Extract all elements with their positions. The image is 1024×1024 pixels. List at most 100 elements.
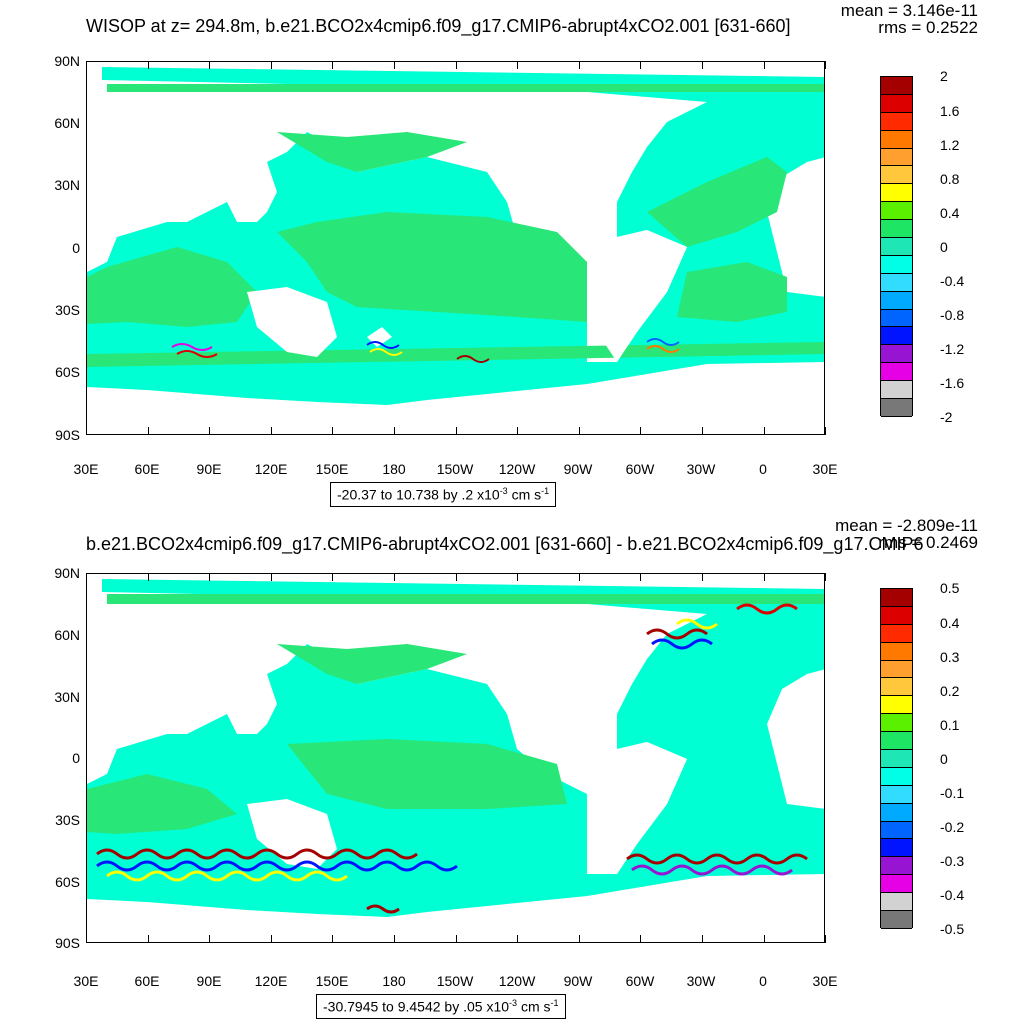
colorbar-label: 1.6 xyxy=(940,103,960,119)
axis-tick xyxy=(455,935,457,943)
colorbar xyxy=(880,588,913,929)
axis-tick xyxy=(517,935,519,943)
map-plot xyxy=(86,61,825,435)
lon-label: 180 xyxy=(382,461,406,477)
axis-tick xyxy=(702,427,703,435)
lon-label: 60E xyxy=(134,973,160,989)
lon-label: 30E xyxy=(73,461,99,477)
colorbar-label: -0.4 xyxy=(940,273,965,289)
colorbar-label: 0.4 xyxy=(940,205,960,221)
axis-tick xyxy=(270,61,272,69)
colorbar-swatch xyxy=(881,767,912,786)
colorbar-swatch xyxy=(881,363,912,382)
colorbar-label: 1.2 xyxy=(940,137,960,153)
units-exponent: -3 xyxy=(509,998,518,1008)
axis-tick xyxy=(702,573,703,581)
plot-title: b.e21.BCO2x4cmip6.f09_g17.CMIP6-abrupt4x… xyxy=(86,534,924,554)
colorbar-label: 0.3 xyxy=(940,649,960,665)
colorbar-swatch xyxy=(881,660,912,679)
axis-tick xyxy=(640,573,642,581)
axis-tick xyxy=(147,573,149,581)
mean-value: mean = 3.146e-11 xyxy=(840,1,978,20)
lon-label: 0 xyxy=(759,461,767,477)
axis-tick xyxy=(517,573,519,581)
axis-tick xyxy=(332,573,334,581)
axis-tick xyxy=(394,573,395,581)
lon-label: 120E xyxy=(254,973,288,989)
lon-label: 120W xyxy=(498,973,536,989)
axis-tick xyxy=(578,935,580,943)
lat-label: 90S xyxy=(55,935,80,951)
axis-tick xyxy=(578,573,580,581)
axis-tick xyxy=(332,427,334,435)
lat-label: 0 xyxy=(72,750,80,766)
lon-label: 150W xyxy=(436,461,474,477)
lon-label: 30W xyxy=(686,973,716,989)
colorbar-label: -1.2 xyxy=(940,341,965,357)
axis-tick xyxy=(147,935,149,943)
axis-tick xyxy=(825,935,827,943)
colorbar-swatch xyxy=(881,893,912,912)
colorbar-label: 0.4 xyxy=(940,615,960,631)
colorbar-swatch xyxy=(881,714,912,733)
rms-value: rms = 0.2522 xyxy=(878,18,978,37)
colorbar-swatch xyxy=(881,589,912,607)
lat-label: 60N xyxy=(54,627,80,643)
axis-tick xyxy=(270,427,272,435)
axis-tick xyxy=(455,61,457,69)
axis-tick xyxy=(209,61,211,69)
lon-label: 30E xyxy=(812,973,838,989)
colorbar-swatch xyxy=(881,309,912,328)
lat-label: 60N xyxy=(54,115,80,131)
axis-tick xyxy=(332,61,334,69)
colorbar-swatch xyxy=(881,166,912,185)
axis-tick xyxy=(517,427,519,435)
axis-tick xyxy=(640,935,642,943)
map-field xyxy=(87,62,824,434)
colorbar-swatch xyxy=(881,255,912,274)
lon-label: 60E xyxy=(134,461,160,477)
axis-tick xyxy=(209,427,211,435)
range-text: -30.7945 to 9.4542 by .05 x10 xyxy=(323,998,510,1015)
colorbar-label: 0 xyxy=(940,239,948,255)
axis-tick xyxy=(763,573,765,581)
contour-range-info: -20.37 to 10.738 by .2 x10-3 cm s-1 xyxy=(330,482,557,507)
colorbar-swatch xyxy=(881,148,912,167)
colorbar-swatch xyxy=(881,381,912,400)
colorbar-label: 0.1 xyxy=(940,717,960,733)
lon-label: 180 xyxy=(382,973,406,989)
colorbar-swatch xyxy=(881,399,912,417)
lon-label: 30E xyxy=(73,973,99,989)
lat-label: 30S xyxy=(55,812,80,828)
range-text: -20.37 to 10.738 by .2 x10 xyxy=(337,486,500,503)
lon-label: 90E xyxy=(196,973,222,989)
rms-value: rms = 0.2469 xyxy=(878,533,978,552)
stats-readout: mean = -2.809e-11 rms = 0.2469 xyxy=(835,517,978,551)
colorbar-swatch xyxy=(881,238,912,256)
colorbar-swatch xyxy=(881,606,912,625)
units-text: cm s xyxy=(507,486,542,503)
lat-label: 60S xyxy=(55,364,80,380)
axis-tick xyxy=(640,61,642,69)
axis-tick xyxy=(702,935,703,943)
axis-tick xyxy=(86,61,87,69)
axis-tick xyxy=(578,427,580,435)
colorbar-swatch xyxy=(881,821,912,840)
lat-label: 30N xyxy=(54,689,80,705)
lat-label: 90N xyxy=(54,53,80,69)
lat-label: 30N xyxy=(54,177,80,193)
colorbar-swatch xyxy=(881,857,912,876)
colorbar-swatch xyxy=(881,77,912,95)
colorbar-swatch xyxy=(881,839,912,858)
colorbar-label: -0.2 xyxy=(940,819,965,835)
colorbar-swatch xyxy=(881,732,912,751)
colorbar-swatch xyxy=(881,273,912,292)
colorbar-label: 0.5 xyxy=(940,580,960,596)
lon-label: 90W xyxy=(563,461,593,477)
axis-tick xyxy=(640,427,642,435)
axis-tick xyxy=(270,935,272,943)
lon-label: 150E xyxy=(315,461,349,477)
axis-tick xyxy=(825,573,827,581)
axis-tick xyxy=(394,935,395,943)
axis-tick xyxy=(763,935,765,943)
